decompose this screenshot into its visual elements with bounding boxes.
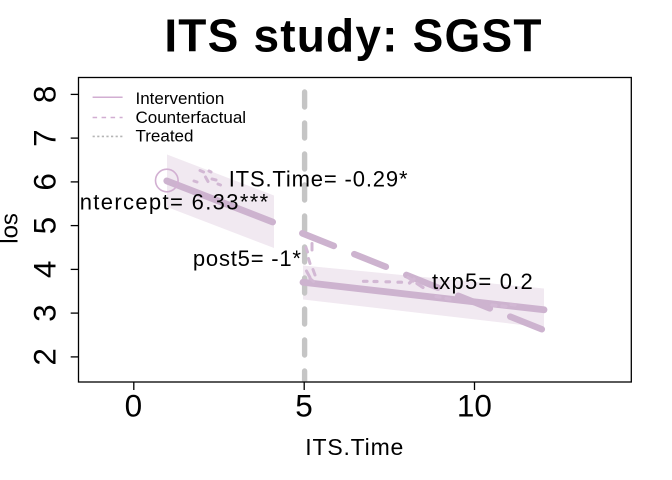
svg-text:ITS.Time= -0.29*: ITS.Time= -0.29*: [229, 167, 409, 192]
svg-text:8: 8: [27, 86, 63, 104]
svg-text:6: 6: [27, 173, 63, 191]
svg-text:post5= -1*: post5= -1*: [193, 246, 302, 271]
svg-text:0: 0: [125, 388, 143, 424]
svg-text:Treated: Treated: [136, 127, 194, 146]
svg-text:ITS study: SGST: ITS study: SGST: [164, 10, 542, 62]
svg-text:ntercept= 6.33***: ntercept= 6.33***: [80, 189, 270, 214]
svg-text:7: 7: [27, 129, 63, 147]
svg-text:Counterfactual: Counterfactual: [136, 108, 247, 127]
svg-text:txp5= 0.2: txp5= 0.2: [432, 269, 534, 294]
svg-text:5: 5: [295, 388, 313, 424]
svg-text:2: 2: [27, 348, 63, 366]
svg-text:Intervention: Intervention: [136, 89, 225, 108]
svg-text:5: 5: [27, 217, 63, 235]
svg-text:3: 3: [27, 304, 63, 322]
svg-text:10: 10: [457, 388, 492, 424]
svg-text:4: 4: [27, 261, 63, 279]
svg-text:los: los: [0, 213, 24, 244]
svg-text:ITS.Time: ITS.Time: [305, 434, 404, 460]
